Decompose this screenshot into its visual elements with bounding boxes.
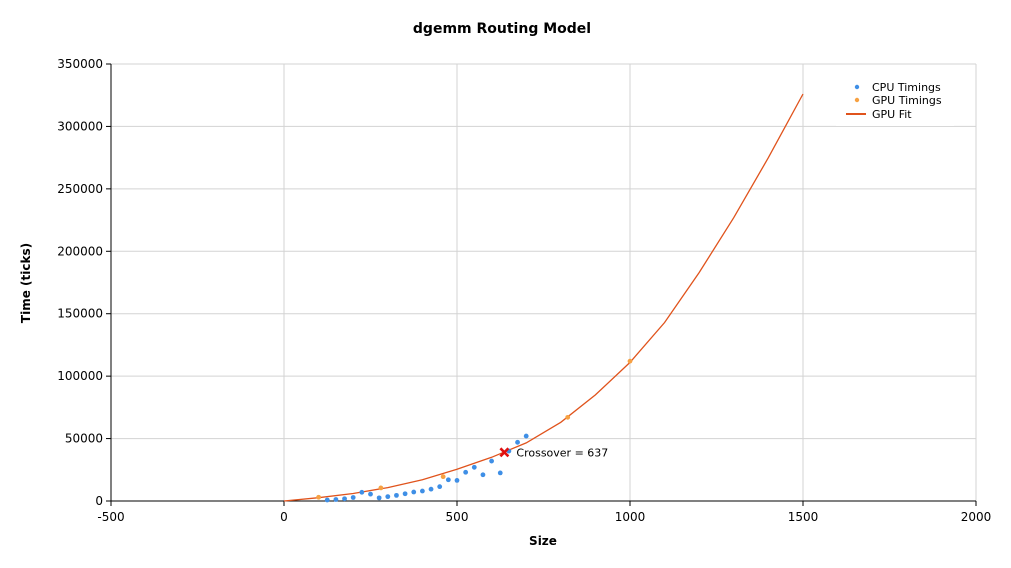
cpu-timing-point (420, 488, 425, 494)
y-tick-label: 250000 (57, 182, 103, 196)
cpu-timing-point (402, 491, 408, 497)
y-tick-label: 0 (95, 494, 103, 508)
cpu-timing-point (368, 491, 373, 497)
y-tick-label: 350000 (57, 57, 103, 71)
cpu-timing-point (342, 496, 347, 502)
legend-cpu-label: CPU Timings (872, 81, 941, 94)
x-tick-label: 1500 (788, 510, 819, 524)
cpu-timing-point (497, 470, 503, 476)
gpu-timing-point (440, 474, 446, 480)
cpu-timing-point (523, 433, 529, 439)
axes (106, 63, 977, 506)
gpu-fit-line (283, 93, 804, 502)
cpu-timing-point (437, 484, 443, 490)
y-axis-label: Time (ticks) (19, 243, 33, 323)
x-tick-label: 500 (446, 510, 469, 524)
y-tick-label: 300000 (57, 119, 103, 133)
legend-gpu-marker (854, 97, 860, 103)
cpu-timing-point (428, 486, 434, 492)
legend-fit-label: GPU Fit (872, 108, 912, 121)
x-tick-label: -500 (97, 510, 124, 524)
cpu-timing-point (376, 495, 382, 501)
cpu-timing-point (489, 458, 494, 464)
grid (111, 63, 977, 501)
cpu-timing-point (411, 489, 417, 495)
y-tick-label: 200000 (57, 244, 103, 258)
plot-area: Crossover = 637 (283, 93, 804, 503)
y-tick-label: 150000 (57, 307, 103, 321)
cpu-timing-point (350, 495, 356, 500)
gpu-timing-point (316, 494, 321, 500)
y-tick-label: 50000 (65, 432, 103, 446)
cpu-timing-point (359, 489, 365, 495)
cpu-timing-point (480, 472, 486, 478)
crossover-label: Crossover = 637 (516, 446, 608, 459)
cpu-timing-point (454, 477, 460, 483)
cpu-timing-point (445, 477, 451, 483)
cpu-timing-point (394, 492, 399, 498)
y-tick-label: 100000 (57, 369, 103, 383)
x-tick-labels: -500 0 500 1000 1500 2000 (97, 510, 991, 524)
gpu-timing-point (378, 485, 384, 491)
cpu-timing-point (463, 469, 469, 475)
x-tick-label: 1000 (615, 510, 646, 524)
gpu-timing-point (565, 414, 571, 420)
cpu-timing-point (333, 497, 339, 502)
cpu-timing-point (385, 494, 391, 500)
cpu-timing-point (324, 497, 330, 503)
cpu-timing-point (471, 464, 477, 470)
legend-cpu-marker (854, 84, 860, 90)
crossover-marker (499, 447, 510, 458)
cpu-timing-point (515, 439, 520, 445)
y-tick-labels: 0 50000 100000 150000 200000 250000 300000 3500… (57, 57, 103, 508)
x-axis-label: Size (529, 534, 557, 548)
x-tick-label: 0 (280, 510, 288, 524)
x-tick-label: 2000 (961, 510, 992, 524)
legend: CPU Timings GPU Timings GPU Fit (836, 78, 954, 126)
gpu-timing-point (627, 358, 633, 364)
legend-gpu-label: GPU Timings (872, 94, 942, 107)
chart-title: dgemm Routing Model (413, 21, 591, 37)
